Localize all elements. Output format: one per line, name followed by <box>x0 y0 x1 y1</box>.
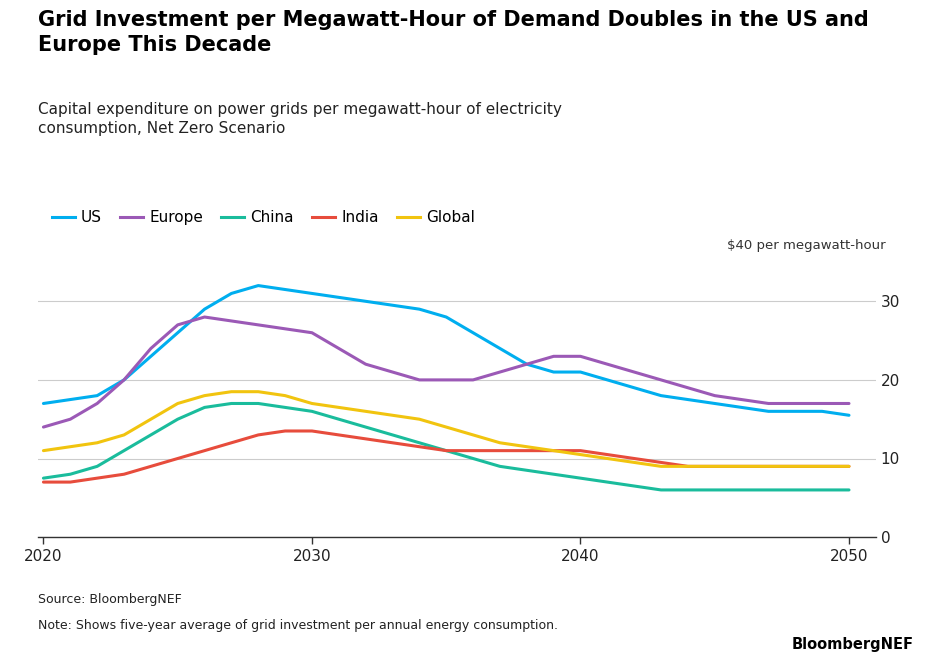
Text: Grid Investment per Megawatt-Hour of Demand Doubles in the US and
Europe This De: Grid Investment per Megawatt-Hour of Dem… <box>38 10 869 54</box>
Text: $40 per megawatt-hour: $40 per megawatt-hour <box>726 239 885 252</box>
Text: Note: Shows five-year average of grid investment per annual energy consumption.: Note: Shows five-year average of grid in… <box>38 619 558 632</box>
Text: Capital expenditure on power grids per megawatt-hour of electricity
consumption,: Capital expenditure on power grids per m… <box>38 102 562 136</box>
Text: Source: BloombergNEF: Source: BloombergNEF <box>38 593 182 606</box>
Text: BloombergNEF: BloombergNEF <box>792 637 914 652</box>
Legend: US, Europe, China, India, Global: US, Europe, China, India, Global <box>46 204 481 231</box>
